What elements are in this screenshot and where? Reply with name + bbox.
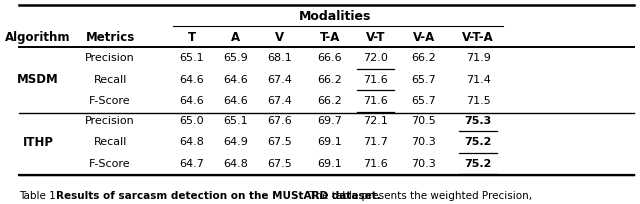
Text: 66.6: 66.6	[317, 53, 342, 63]
Text: 64.8: 64.8	[179, 137, 204, 147]
Text: Algorithm: Algorithm	[5, 31, 71, 44]
Text: 70.3: 70.3	[412, 137, 436, 147]
Text: 70.5: 70.5	[412, 115, 436, 125]
Text: 65.1: 65.1	[223, 115, 248, 125]
Text: 65.1: 65.1	[179, 53, 204, 63]
Text: 64.6: 64.6	[223, 75, 248, 84]
Text: 65.7: 65.7	[412, 96, 436, 106]
Text: 64.6: 64.6	[179, 75, 204, 84]
Text: 75.2: 75.2	[465, 137, 492, 147]
Text: Metrics: Metrics	[86, 31, 135, 44]
Text: 67.5: 67.5	[267, 158, 292, 168]
Text: ITHP: ITHP	[22, 135, 54, 148]
Text: 67.4: 67.4	[267, 96, 292, 106]
Text: V-A: V-A	[413, 31, 435, 44]
Text: 67.5: 67.5	[267, 137, 292, 147]
Text: A: A	[231, 31, 240, 44]
Text: 65.0: 65.0	[179, 115, 204, 125]
Text: 66.2: 66.2	[412, 53, 436, 63]
Text: Precision: Precision	[85, 115, 135, 125]
Text: Modalities: Modalities	[299, 10, 371, 23]
Text: 69.7: 69.7	[317, 115, 342, 125]
Text: Precision: Precision	[85, 53, 135, 63]
Text: T: T	[188, 31, 196, 44]
Text: F-Score: F-Score	[90, 158, 131, 168]
Text: 72.0: 72.0	[363, 53, 388, 63]
Text: 75.2: 75.2	[465, 158, 492, 168]
Text: 66.2: 66.2	[317, 75, 342, 84]
Text: 71.7: 71.7	[363, 137, 388, 147]
Text: The table presents the weighted Precision,: The table presents the weighted Precisio…	[307, 190, 532, 200]
Text: 64.8: 64.8	[223, 158, 248, 168]
Text: Recall: Recall	[93, 75, 127, 84]
Text: Results of sarcasm detection on the MUStARD dataset.: Results of sarcasm detection on the MUSt…	[56, 190, 380, 200]
Text: 72.1: 72.1	[363, 115, 388, 125]
Text: 69.1: 69.1	[317, 158, 342, 168]
Text: 67.6: 67.6	[267, 115, 292, 125]
Text: 71.5: 71.5	[466, 96, 491, 106]
Text: 70.3: 70.3	[412, 158, 436, 168]
Text: 71.6: 71.6	[363, 75, 388, 84]
Text: 71.9: 71.9	[466, 53, 491, 63]
Text: 69.1: 69.1	[317, 137, 342, 147]
Text: F-Score: F-Score	[90, 96, 131, 106]
Text: 64.6: 64.6	[179, 96, 204, 106]
Text: 71.4: 71.4	[466, 75, 491, 84]
Text: 64.6: 64.6	[223, 96, 248, 106]
Text: 68.1: 68.1	[267, 53, 292, 63]
Text: 71.6: 71.6	[363, 158, 388, 168]
Text: V: V	[275, 31, 284, 44]
Text: 71.6: 71.6	[363, 96, 388, 106]
Text: 65.9: 65.9	[223, 53, 248, 63]
Text: MSDM: MSDM	[17, 73, 59, 86]
Text: 65.7: 65.7	[412, 75, 436, 84]
Text: 67.4: 67.4	[267, 75, 292, 84]
Text: V-T: V-T	[365, 31, 385, 44]
Text: T-A: T-A	[319, 31, 340, 44]
Text: 66.2: 66.2	[317, 96, 342, 106]
Text: 75.3: 75.3	[465, 115, 492, 125]
Text: 64.9: 64.9	[223, 137, 248, 147]
Text: V-T-A: V-T-A	[462, 31, 494, 44]
Text: 64.7: 64.7	[179, 158, 204, 168]
Text: Recall: Recall	[93, 137, 127, 147]
Text: Table 1:: Table 1:	[19, 190, 63, 200]
